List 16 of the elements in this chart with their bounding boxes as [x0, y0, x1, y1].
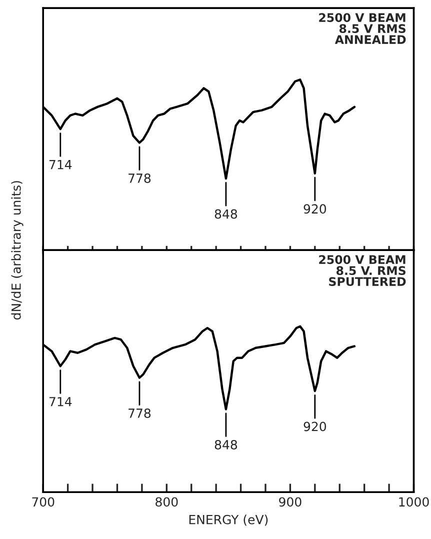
- annotation: 714: [49, 397, 72, 406]
- annotation: 778: [128, 408, 151, 418]
- x-tick-label: 900: [279, 497, 302, 507]
- x-tick-label: 1000: [399, 497, 429, 507]
- annotation: 848: [214, 440, 238, 450]
- annotation: 848: [214, 209, 238, 219]
- x-tick-label: 700: [32, 497, 54, 507]
- annotation: 920: [304, 204, 326, 214]
- text: 2500 V BEAM 8.5 V. RMS SPUTTERED: [319, 255, 406, 286]
- annotation: 778: [128, 174, 151, 183]
- y-axis-title: dN/dE (arbitrary units): [11, 181, 24, 320]
- x-axis-title: ENERGY (eV): [189, 514, 268, 526]
- text: 2500 V BEAM 8.5 V RMS ANNEALED: [319, 13, 406, 44]
- annotation: 714: [49, 160, 72, 170]
- annotation: 920: [304, 422, 326, 432]
- x-tick-label: 800: [156, 497, 178, 507]
